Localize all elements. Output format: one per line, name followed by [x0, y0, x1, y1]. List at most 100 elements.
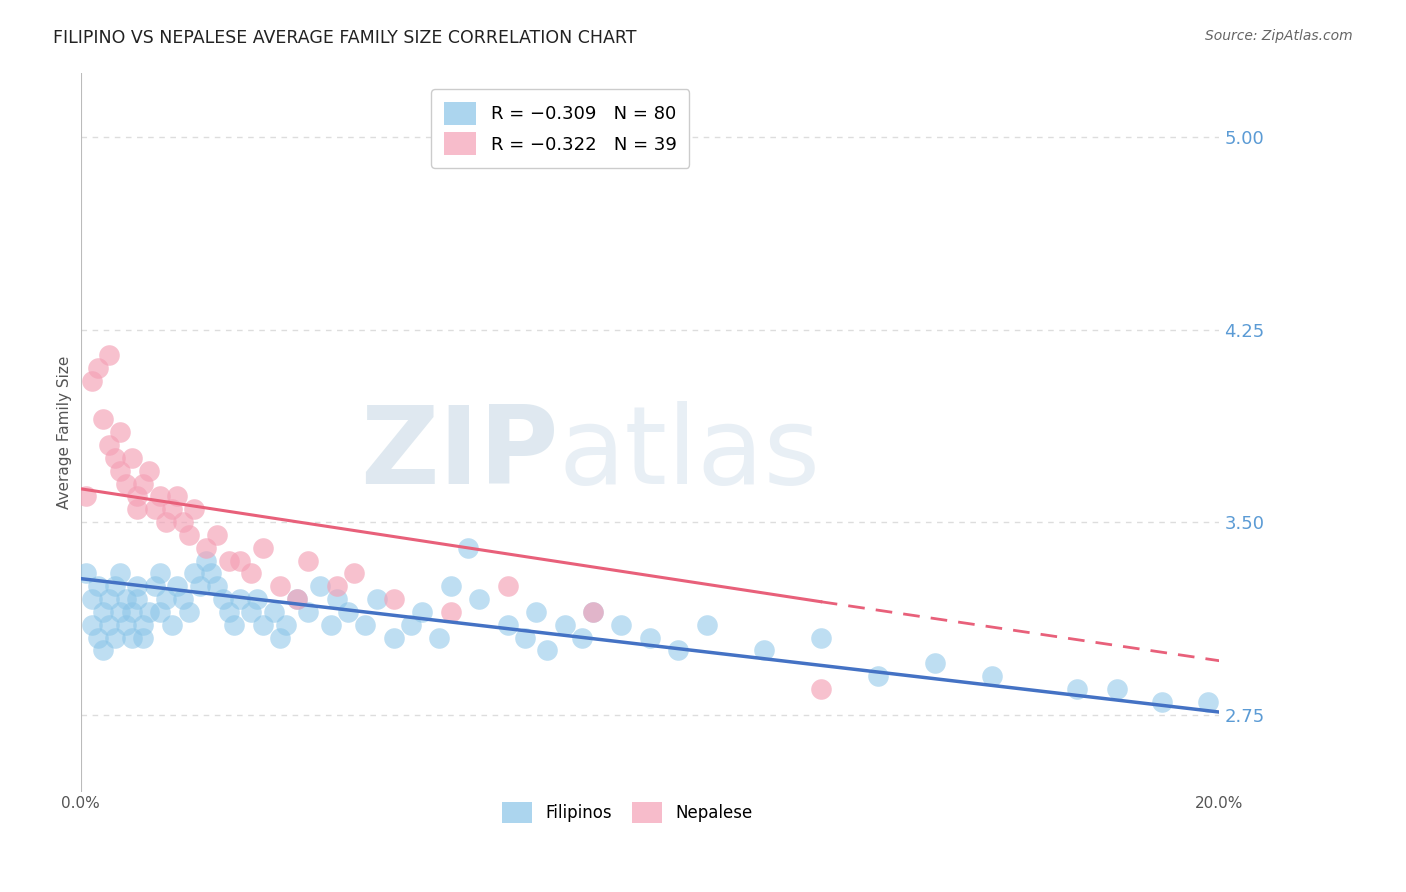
Point — [143, 579, 166, 593]
Legend: Filipinos, Nepalese: Filipinos, Nepalese — [495, 796, 759, 830]
Point — [91, 412, 114, 426]
Point — [121, 605, 143, 619]
Point — [143, 502, 166, 516]
Point — [571, 631, 593, 645]
Point — [110, 425, 132, 440]
Point — [121, 631, 143, 645]
Point — [91, 605, 114, 619]
Point — [246, 592, 269, 607]
Text: FILIPINO VS NEPALESE AVERAGE FAMILY SIZE CORRELATION CHART: FILIPINO VS NEPALESE AVERAGE FAMILY SIZE… — [53, 29, 637, 46]
Point — [285, 592, 308, 607]
Point — [582, 605, 605, 619]
Point — [582, 605, 605, 619]
Point — [536, 643, 558, 657]
Point — [183, 566, 205, 581]
Point — [166, 490, 188, 504]
Point — [980, 669, 1002, 683]
Point — [252, 617, 274, 632]
Point — [382, 631, 405, 645]
Point — [218, 605, 240, 619]
Point — [110, 464, 132, 478]
Text: atlas: atlas — [558, 401, 821, 507]
Point — [274, 617, 297, 632]
Point — [104, 450, 127, 465]
Point — [924, 657, 946, 671]
Point — [1197, 695, 1219, 709]
Point — [399, 617, 422, 632]
Point — [98, 592, 121, 607]
Point — [810, 631, 832, 645]
Point — [1152, 695, 1174, 709]
Point — [457, 541, 479, 555]
Point — [149, 605, 172, 619]
Point — [172, 515, 194, 529]
Point — [166, 579, 188, 593]
Point — [866, 669, 889, 683]
Point — [86, 579, 108, 593]
Point — [115, 617, 138, 632]
Point — [229, 554, 252, 568]
Point — [104, 631, 127, 645]
Point — [326, 579, 349, 593]
Point — [194, 554, 217, 568]
Point — [75, 566, 97, 581]
Point — [610, 617, 633, 632]
Point — [554, 617, 576, 632]
Point — [1105, 681, 1128, 696]
Point — [132, 476, 155, 491]
Point — [382, 592, 405, 607]
Point — [297, 554, 319, 568]
Point — [80, 592, 103, 607]
Point — [75, 490, 97, 504]
Point — [177, 528, 200, 542]
Point — [80, 617, 103, 632]
Point — [200, 566, 222, 581]
Point — [285, 592, 308, 607]
Point — [1066, 681, 1088, 696]
Point — [132, 631, 155, 645]
Point — [343, 566, 366, 581]
Point — [183, 502, 205, 516]
Point — [496, 579, 519, 593]
Point — [98, 617, 121, 632]
Point — [229, 592, 252, 607]
Point — [155, 515, 177, 529]
Point — [337, 605, 360, 619]
Point — [80, 374, 103, 388]
Point — [86, 631, 108, 645]
Point — [121, 450, 143, 465]
Text: Source: ZipAtlas.com: Source: ZipAtlas.com — [1205, 29, 1353, 43]
Point — [496, 617, 519, 632]
Point — [326, 592, 349, 607]
Point — [269, 631, 291, 645]
Point — [252, 541, 274, 555]
Point — [172, 592, 194, 607]
Point — [149, 490, 172, 504]
Point — [138, 605, 160, 619]
Point — [668, 643, 690, 657]
Point — [263, 605, 285, 619]
Point — [366, 592, 388, 607]
Point — [160, 502, 183, 516]
Point — [440, 605, 463, 619]
Point — [127, 579, 149, 593]
Point — [132, 617, 155, 632]
Point — [138, 464, 160, 478]
Y-axis label: Average Family Size: Average Family Size — [58, 356, 72, 509]
Point — [308, 579, 330, 593]
Point — [194, 541, 217, 555]
Point — [115, 476, 138, 491]
Point — [269, 579, 291, 593]
Point — [205, 528, 228, 542]
Text: ZIP: ZIP — [360, 401, 558, 507]
Point — [212, 592, 235, 607]
Point — [149, 566, 172, 581]
Point — [297, 605, 319, 619]
Point — [188, 579, 211, 593]
Point — [155, 592, 177, 607]
Point — [810, 681, 832, 696]
Point — [319, 617, 342, 632]
Point — [524, 605, 547, 619]
Point — [427, 631, 450, 645]
Point — [468, 592, 491, 607]
